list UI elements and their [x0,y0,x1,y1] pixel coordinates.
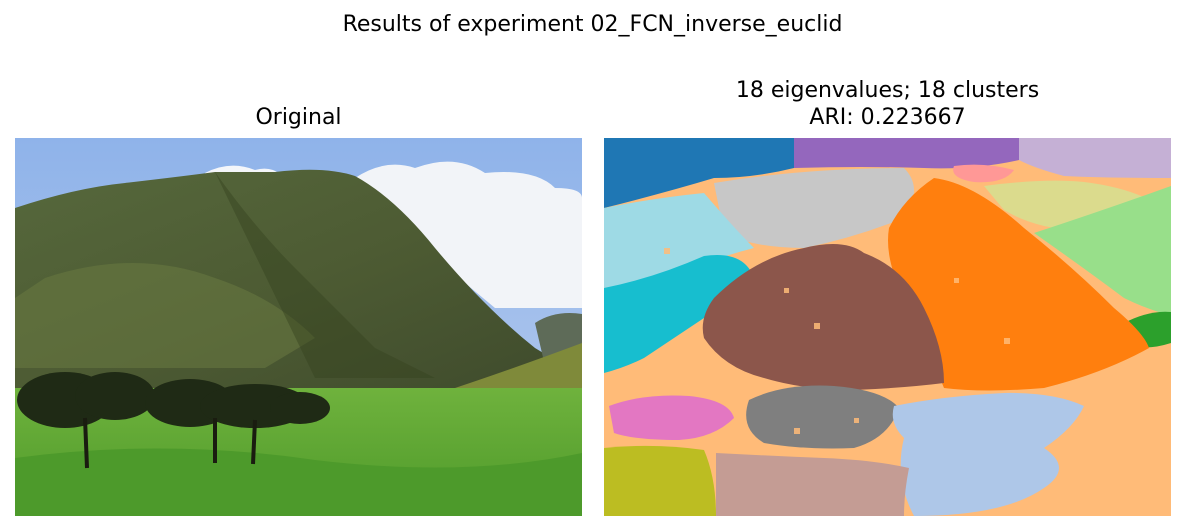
segment-lightblue [892,392,1084,516]
segment-lavender [1019,138,1171,178]
foothill [455,343,582,400]
segmentation-map [604,138,1171,516]
slope-highlight [15,263,315,368]
segment-cyan [604,254,754,373]
field-foreground [15,448,582,516]
segment-darkgrey [746,385,899,449]
original-image [15,138,582,516]
original-photo [15,138,582,516]
segment-brown [702,244,944,390]
segmentation-image [604,138,1171,516]
segment-noise [664,248,1010,434]
tree-trunks [83,417,257,469]
segment-pink [609,395,734,440]
tree-cluster [17,372,330,428]
segment-lightpink [953,164,1014,183]
segment-blue [604,138,794,208]
ridge-shadow [215,172,435,378]
panel-title-line2: ARI: 0.223667 [809,105,966,130]
segment-rosybrown [716,453,909,516]
segment-lightcyan [604,193,754,288]
segment-orange [888,178,1149,391]
panel-title-line1: 18 eigenvalues; 18 clusters [735,78,1040,103]
segment-grey [714,168,914,248]
panel-title-segmentation: 18 eigenvalues; 18 clusters ARI: 0.22366… [604,77,1171,131]
segment-olive [604,445,716,516]
figure-suptitle: Results of experiment 02_FCN_inverse_euc… [342,12,843,37]
segment-lightgreen [1034,186,1171,316]
cloud [355,161,582,308]
segment-purple [794,138,1019,169]
panel-title-original: Original [255,105,342,130]
